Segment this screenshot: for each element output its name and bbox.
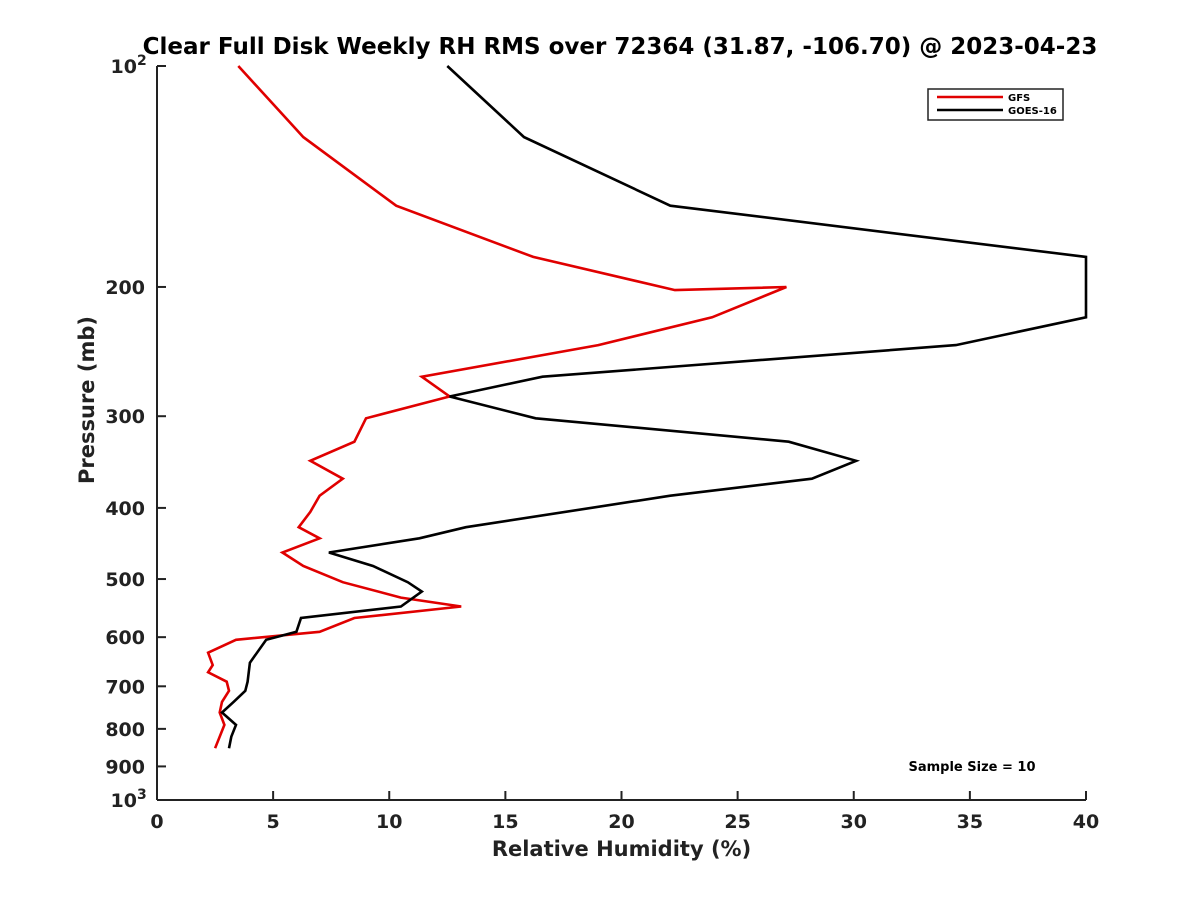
x-tick-label: 35 [957,811,983,833]
y-tick-label: 10 [111,56,137,78]
x-tick-label: 30 [841,811,867,833]
series-line-goes-16 [220,65,1088,749]
x-tick-label: 0 [150,811,163,833]
x-tick-label: 5 [267,811,280,833]
y-tick-exponent: 3 [137,787,147,803]
series-line-gfs [206,65,787,749]
y-tick-label: 10 [111,790,137,812]
x-tick-label: 20 [608,811,634,833]
y-axis-label: Pressure (mb) [75,316,99,484]
y-tick-label: 300 [105,406,145,428]
x-axis-label: Relative Humidity (%) [492,837,751,861]
y-tick-exponent: 2 [137,53,147,69]
legend-label: GOES-16 [1008,106,1057,117]
y-tick-label: 500 [105,569,145,591]
x-tick-label: 40 [1073,811,1099,833]
y-tick-label: 700 [105,676,145,698]
x-tick-label: 10 [376,811,402,833]
series-layer [206,65,1088,749]
y-tick-label: 900 [105,756,145,778]
y-tick-label: 600 [105,627,145,649]
legend-box [927,88,1064,121]
x-tick-label: 15 [492,811,518,833]
chart-title: Clear Full Disk Weekly RH RMS over 72364… [143,34,1098,60]
sample-size-annotation: Sample Size = 10 [908,760,1035,775]
y-tick-label: 800 [105,719,145,741]
x-tick-label: 25 [724,811,750,833]
y-tick-label: 200 [105,277,145,299]
y-tick-label: 400 [105,498,145,520]
legend: GFS GOES-16 [927,88,1064,121]
legend-label: GFS [1008,93,1030,104]
